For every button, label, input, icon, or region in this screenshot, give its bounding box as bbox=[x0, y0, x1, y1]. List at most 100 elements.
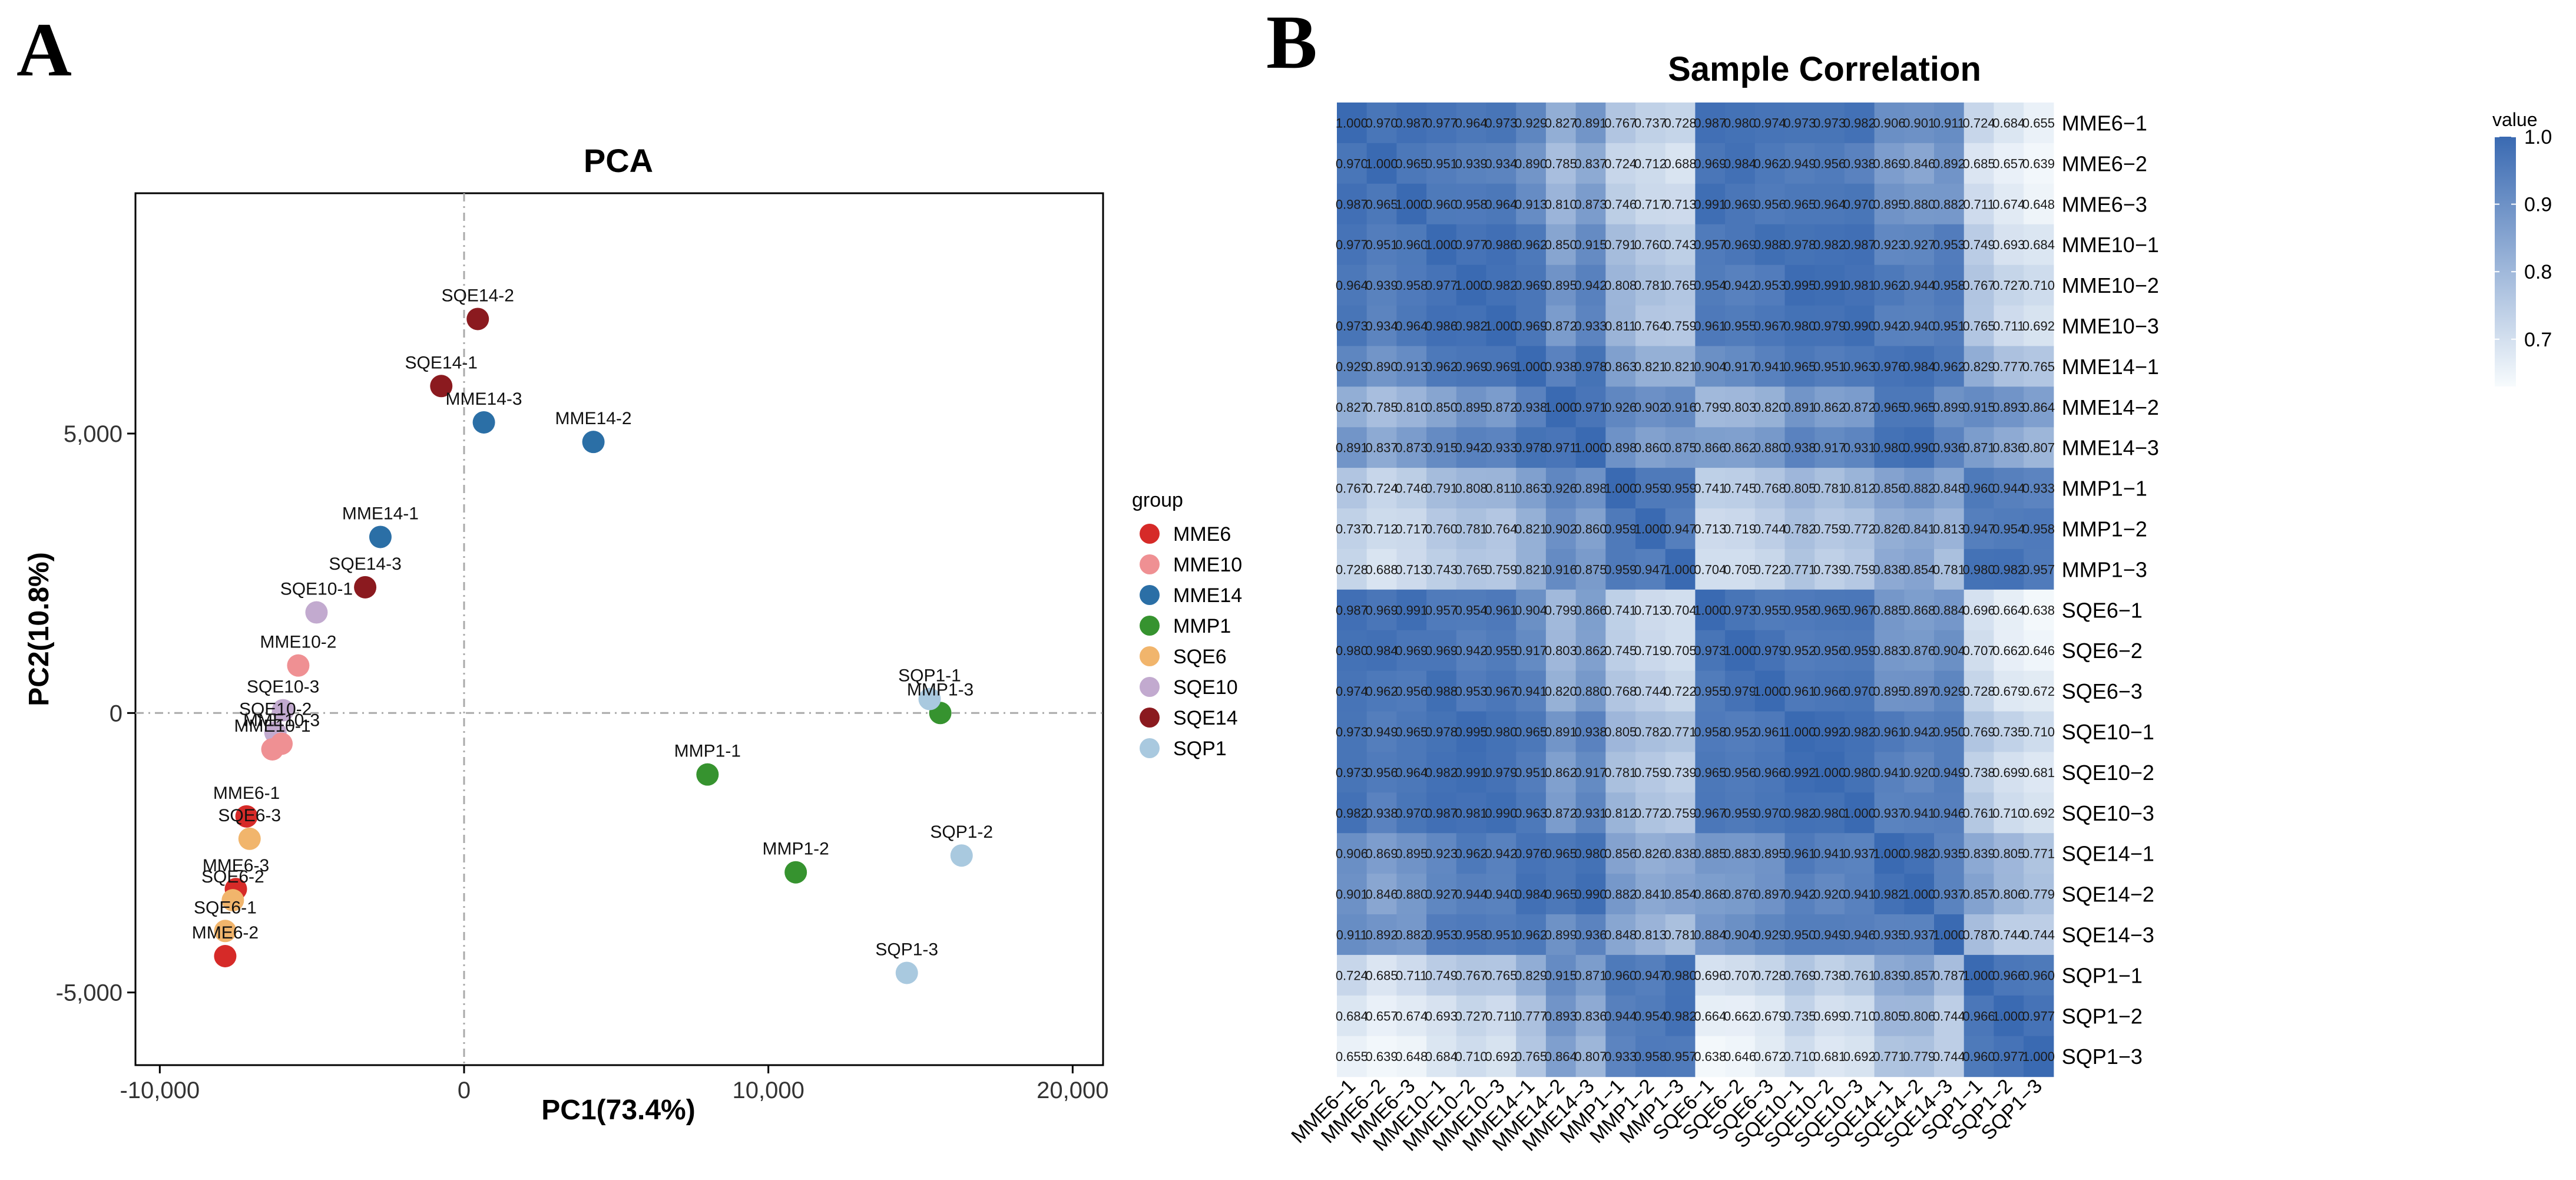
heatmap-cell-value: 0.982 bbox=[1425, 765, 1458, 780]
heatmap-cell-value: 0.884 bbox=[1933, 603, 1965, 617]
heatmap-row-label: SQP1−3 bbox=[2062, 1045, 2143, 1069]
heatmap-cell bbox=[1695, 386, 1726, 428]
heatmap-cell-value: 0.868 bbox=[1903, 603, 1935, 617]
heatmap-cell-value: 0.961 bbox=[1783, 684, 1816, 699]
heatmap-cell bbox=[1815, 954, 1845, 996]
heatmap-cell-value: 0.942 bbox=[1455, 643, 1488, 658]
heatmap-cell-value: 0.931 bbox=[1843, 441, 1876, 455]
heatmap-cell bbox=[1695, 589, 1726, 631]
heatmap-cell bbox=[1994, 589, 2024, 631]
heatmap-cell-value: 0.978 bbox=[1574, 359, 1607, 374]
heatmap-cell-value: 0.821 bbox=[1515, 521, 1547, 536]
heatmap-cell bbox=[1784, 548, 1815, 590]
heatmap-cell-value: 0.646 bbox=[2022, 643, 2055, 658]
heatmap-cell bbox=[1844, 305, 1875, 346]
heatmap-cell bbox=[1784, 305, 1815, 346]
heatmap-cell-value: 1.000 bbox=[1933, 927, 1965, 942]
heatmap-cell bbox=[1934, 914, 1965, 956]
heatmap-cell-value: 0.759 bbox=[1664, 319, 1697, 333]
heatmap-cell-value: 0.860 bbox=[1634, 441, 1667, 455]
heatmap-cell-value: 0.724 bbox=[1604, 156, 1637, 171]
legend-label: SQE6 bbox=[1173, 646, 1227, 668]
heatmap-cell bbox=[1486, 954, 1517, 996]
heatmap-cell bbox=[1337, 548, 1368, 590]
heatmap-cell bbox=[1605, 143, 1636, 184]
heatmap-cell-value: 0.705 bbox=[1664, 643, 1697, 658]
heatmap-cell-value: 0.933 bbox=[1485, 441, 1517, 455]
heatmap-cell-value: 0.982 bbox=[1903, 847, 1935, 861]
heatmap-cell bbox=[1934, 346, 1965, 387]
heatmap-cell bbox=[1575, 508, 1606, 550]
heatmap-cell-value: 0.863 bbox=[1604, 359, 1637, 374]
heatmap-cell bbox=[1695, 792, 1726, 834]
heatmap-cell-value: 0.937 bbox=[1933, 887, 1965, 902]
heatmap-cell-value: 0.954 bbox=[1634, 1009, 1667, 1023]
heatmap-cell-value: 0.987 bbox=[1395, 115, 1428, 130]
pca-point bbox=[784, 861, 807, 884]
heatmap-cell-value: 0.791 bbox=[1604, 237, 1637, 252]
heatmap-cell-value: 0.781 bbox=[1664, 927, 1697, 942]
heatmap-cell bbox=[1516, 833, 1547, 874]
heatmap-cell bbox=[1516, 224, 1547, 266]
heatmap-cell-value: 0.638 bbox=[2022, 603, 2055, 617]
heatmap-cell-value: 0.781 bbox=[1604, 765, 1637, 780]
heatmap-cell bbox=[1635, 143, 1666, 184]
heatmap-cell bbox=[1695, 427, 1726, 468]
heatmap-cell bbox=[1366, 995, 1397, 1037]
heatmap-cell-value: 0.841 bbox=[1903, 521, 1935, 536]
heatmap-cell-value: 0.761 bbox=[1963, 806, 1995, 821]
pca-y-axis-title: PC2(10.8%) bbox=[24, 552, 55, 706]
heatmap-cell-value: 0.982 bbox=[1992, 562, 2025, 577]
heatmap-cell bbox=[1516, 752, 1547, 793]
heatmap-cell bbox=[1426, 1036, 1457, 1077]
heatmap-cell bbox=[1486, 386, 1517, 428]
heatmap-cell bbox=[1516, 548, 1547, 590]
heatmap-cell-value: 0.684 bbox=[1336, 1009, 1368, 1023]
heatmap-cell-value: 0.829 bbox=[1515, 968, 1547, 983]
heatmap-cell-value: 0.953 bbox=[1455, 684, 1488, 699]
heatmap-cell bbox=[1545, 468, 1577, 509]
heatmap-cell-value: 0.973 bbox=[1336, 725, 1368, 739]
heatmap-cell-value: 0.743 bbox=[1664, 237, 1697, 252]
heatmap-cell-value: 0.913 bbox=[1515, 197, 1547, 211]
heatmap-cell-value: 0.764 bbox=[1634, 319, 1667, 333]
pca-y-tick-label: -5,000 bbox=[56, 980, 122, 1006]
heatmap-cell bbox=[1605, 954, 1636, 996]
heatmap-cell bbox=[1605, 183, 1636, 225]
heatmap-cell bbox=[1545, 386, 1577, 428]
heatmap-cell bbox=[1605, 103, 1636, 144]
pca-point-label: SQE6-1 bbox=[194, 898, 257, 917]
heatmap-cell bbox=[1366, 508, 1397, 550]
heatmap-cell bbox=[1844, 386, 1875, 428]
heatmap-cell bbox=[1396, 874, 1427, 915]
heatmap-cell-value: 0.958 bbox=[1455, 197, 1488, 211]
heatmap-cell bbox=[1934, 833, 1965, 874]
heatmap-cell-value: 0.692 bbox=[2022, 806, 2055, 821]
heatmap-cell-value: 0.941 bbox=[1813, 847, 1846, 861]
heatmap-cell bbox=[1396, 914, 1427, 956]
heatmap-cell-value: 0.782 bbox=[1783, 521, 1816, 536]
heatmap-cell bbox=[1934, 143, 1965, 184]
heatmap-cell-value: 0.875 bbox=[1574, 562, 1607, 577]
heatmap-cell-value: 0.960 bbox=[1425, 197, 1458, 211]
heatmap-cell bbox=[1874, 711, 1905, 752]
heatmap-cell-value: 0.970 bbox=[1843, 197, 1876, 211]
heatmap-cell-value: 0.771 bbox=[1873, 1049, 1905, 1064]
heatmap-cell bbox=[1366, 630, 1397, 672]
heatmap-cell bbox=[1994, 346, 2024, 387]
heatmap-cell-value: 0.982 bbox=[1664, 1009, 1697, 1023]
heatmap-cell-value: 0.891 bbox=[1574, 115, 1607, 130]
heatmap-cell bbox=[1426, 305, 1457, 346]
heatmap-cell bbox=[1635, 305, 1666, 346]
heatmap-cell-value: 0.933 bbox=[1604, 1049, 1637, 1064]
heatmap-cell-value: 0.880 bbox=[1395, 887, 1428, 902]
heatmap-cell bbox=[1426, 874, 1457, 915]
heatmap-cell-value: 0.958 bbox=[2022, 521, 2055, 536]
heatmap-cell bbox=[1815, 833, 1845, 874]
heatmap-cell-value: 0.872 bbox=[1485, 400, 1517, 415]
heatmap-cell-value: 0.929 bbox=[1933, 684, 1965, 699]
heatmap-cell-value: 0.917 bbox=[1574, 765, 1607, 780]
heatmap-cell-value: 0.929 bbox=[1515, 115, 1547, 130]
heatmap-cell-value: 0.862 bbox=[1545, 765, 1577, 780]
heatmap-cell bbox=[1605, 1036, 1636, 1077]
